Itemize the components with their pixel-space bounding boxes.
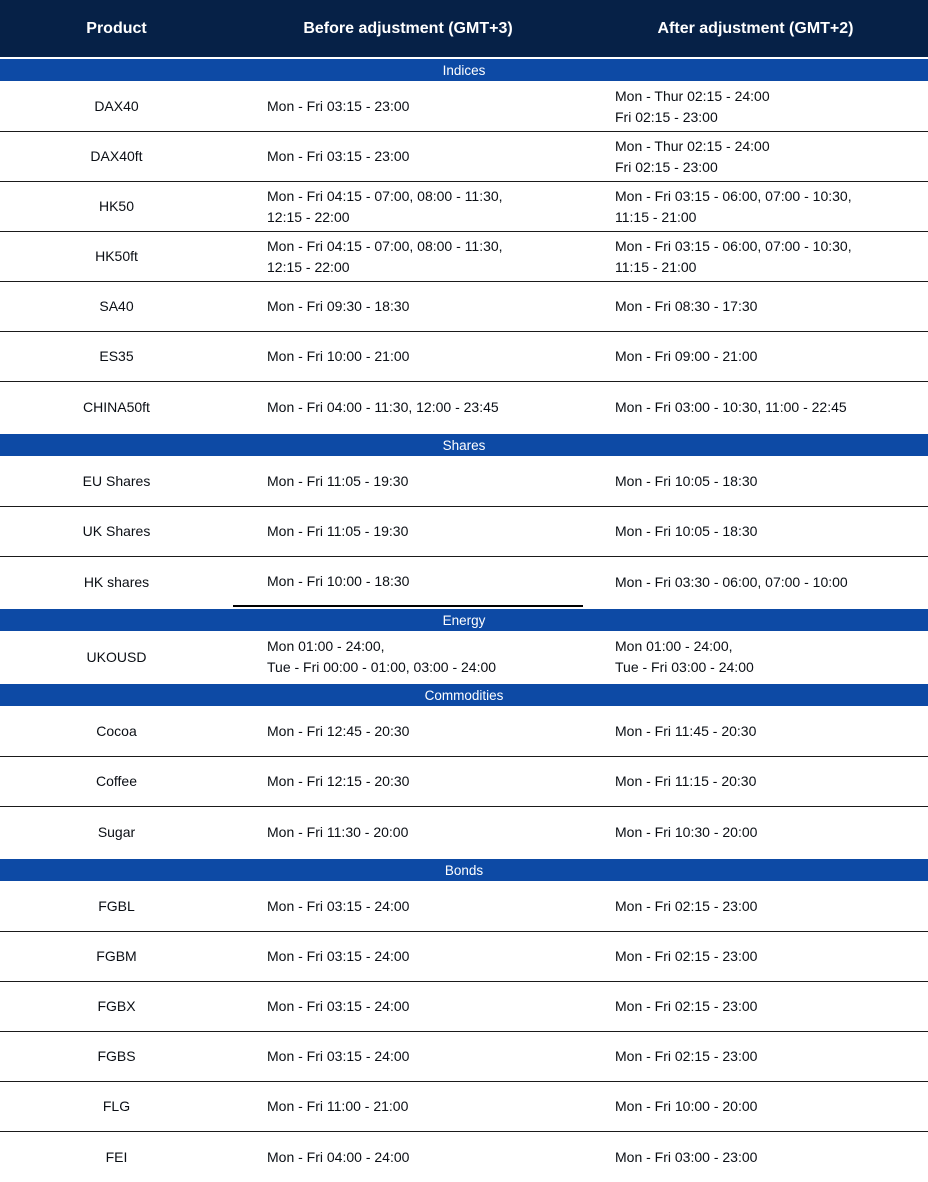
after-hours-cell: Mon - Fri 11:45 - 20:30 — [615, 723, 757, 739]
before-hours-cell: Mon - Fri 03:15 - 24:00 — [267, 898, 410, 914]
table-row: HK50ft Mon - Fri 04:15 - 07:00, 08:00 - 1… — [0, 232, 928, 282]
table-row: SA40 Mon - Fri 09:30 - 18:30 Mon - Fri 08:… — [0, 282, 928, 332]
before-hours-cell: Mon - Fri 03:15 - 24:00 — [267, 948, 410, 964]
product-cell: FEI — [105, 1148, 128, 1165]
before-hours-cell: Mon - Fri 11:00 - 21:00 — [267, 1098, 409, 1114]
product-cell: CHINA50ft — [83, 398, 150, 415]
after-hours-cell: Mon - Fri 08:30 - 17:30 — [615, 298, 758, 314]
table-header-row: Product Before adjustment (GMT+3) After … — [0, 0, 928, 57]
before-hours-cell: Mon - Fri 10:00 - 21:00 — [267, 348, 410, 364]
after-hours-cell: Mon - Fri 03:15 - 06:00, 07:00 - 10:30, … — [615, 237, 852, 275]
product-cell: SA40 — [99, 298, 134, 314]
after-hours-cell: Mon - Fri 10:00 - 20:00 — [615, 1098, 758, 1114]
table-row: UK Shares Mon - Fri 11:05 - 19:30 Mon - Fr… — [0, 507, 928, 557]
table-row: Cocoa Mon - Fri 12:45 - 20:30 Mon - Fri 11… — [0, 707, 928, 757]
product-cell: Coffee — [96, 773, 137, 789]
after-hours-cell: Mon - Fri 10:05 - 18:30 — [615, 523, 758, 539]
before-hours-cell: Mon - Fri 09:30 - 18:30 — [267, 298, 410, 314]
table-row: EU Shares Mon - Fri 11:05 - 19:30 Mon - Fr… — [0, 457, 928, 507]
after-hours-cell: Mon - Thur 02:15 - 24:00 Fri 02:15 - 23:… — [615, 87, 770, 125]
before-hours-cell: Mon - Fri 04:15 - 07:00, 08:00 - 11:30, … — [267, 187, 503, 225]
before-hours-cell: Mon - Fri 04:15 - 07:00, 08:00 - 11:30, … — [267, 237, 503, 275]
product-cell: Sugar — [97, 823, 136, 840]
product-cell: FGBM — [96, 948, 137, 964]
column-header-product: Product — [86, 19, 147, 37]
after-hours-cell: Mon - Fri 10:05 - 18:30 — [615, 473, 758, 489]
after-hours-cell: Mon - Fri 11:15 - 20:30 — [615, 773, 757, 789]
table-row: CHINA50ft Mon - Fri 04:00 - 11:30, 12:00 … — [0, 382, 928, 432]
column-header-after-adjustment: After adjustment (GMT+2) — [657, 19, 854, 37]
table-row: Sugar Mon - Fri 11:30 - 20:00 Mon - Fri 10… — [0, 807, 928, 857]
product-cell: DAX40 — [94, 98, 139, 114]
after-hours-cell: Mon - Fri 03:15 - 06:00, 07:00 - 10:30, … — [615, 187, 852, 225]
after-hours-cell: Mon - Fri 02:15 - 23:00 — [615, 948, 758, 964]
table-row: HK50 Mon - Fri 04:15 - 07:00, 08:00 - 11:… — [0, 182, 928, 232]
product-cell: FLG — [102, 1098, 131, 1114]
before-hours-cell: Mon - Fri 03:15 - 24:00 — [267, 1048, 410, 1064]
before-hours-cell: Mon - Fri 11:30 - 20:00 — [267, 823, 409, 840]
before-hours-cell: Mon - Fri 12:45 - 20:30 — [267, 723, 410, 739]
after-hours-cell: Mon - Fri 02:15 - 23:00 — [615, 898, 758, 914]
after-hours-cell: Mon 01:00 - 24:00, Tue - Fri 03:00 - 24:… — [615, 638, 754, 675]
product-cell: Cocoa — [96, 723, 137, 739]
after-hours-cell: Mon - Fri 03:30 - 06:00, 07:00 - 10:00 — [615, 573, 848, 590]
product-cell: HK50 — [98, 198, 135, 214]
table-row: FGBS Mon - Fri 03:15 - 24:00 Mon - Fri 02:… — [0, 1032, 928, 1082]
table-row: FLG Mon - Fri 11:00 - 21:00 Mon - Fri 10:0… — [0, 1082, 928, 1132]
before-hours-cell: Mon - Fri 03:15 - 23:00 — [267, 98, 410, 114]
product-cell: FGBX — [97, 998, 136, 1014]
after-hours-cell: Mon - Fri 10:30 - 20:00 — [615, 823, 758, 840]
before-hours-cell: Mon - Fri 03:15 - 24:00 — [267, 998, 410, 1014]
product-cell: EU Shares — [82, 473, 151, 489]
table-row: FGBM Mon - Fri 03:15 - 24:00 Mon - Fri 02:… — [0, 932, 928, 982]
after-hours-cell: Mon - Fri 09:00 - 21:00 — [615, 348, 758, 364]
table-row: FGBX Mon - Fri 03:15 - 24:00 Mon - Fri 02:… — [0, 982, 928, 1032]
table-row: FEI Mon - Fri 04:00 - 24:00 Mon - Fri 03:0… — [0, 1132, 928, 1182]
product-cell: UKOUSD — [86, 648, 147, 665]
table-row: UKOUSD Mon 01:00 - 24:00, Tue - Fri 00:00… — [0, 632, 928, 682]
product-cell: DAX40ft — [90, 148, 143, 164]
product-cell: UK Shares — [82, 523, 151, 539]
section-header-indices: Indices — [0, 59, 928, 81]
product-cell: HK shares — [83, 573, 150, 590]
before-hours-cell: Mon 01:00 - 24:00, Tue - Fri 00:00 - 01:… — [267, 638, 497, 675]
after-hours-cell: Mon - Fri 02:15 - 23:00 — [615, 998, 758, 1014]
before-hours-cell: Mon - Fri 11:05 - 19:30 — [267, 523, 409, 539]
before-hours-cell: Mon - Fri 04:00 - 24:00 — [267, 1148, 410, 1165]
table-row: ES35 Mon - Fri 10:00 - 21:00 Mon - Fri 09:… — [0, 332, 928, 382]
section-header-commodities: Commodities — [0, 684, 928, 706]
table-row: DAX40 Mon - Fri 03:15 - 23:00 Mon - Thur 0… — [0, 82, 928, 132]
section-header-bonds: Bonds — [0, 859, 928, 881]
product-cell: FGBS — [97, 1048, 136, 1064]
table-row: DAX40ft Mon - Fri 03:15 - 23:00 Mon - Thur… — [0, 132, 928, 182]
table-body: Indices DAX40 Mon - Fri 03:15 - 23:00 Mon -… — [0, 59, 928, 1182]
product-cell: FGBL — [98, 898, 135, 914]
after-hours-cell: Mon - Thur 02:15 - 24:00 Fri 02:15 - 23:… — [615, 137, 770, 175]
column-header-before-adjustment: Before adjustment (GMT+3) — [303, 19, 513, 37]
before-hours-cell: Mon - Fri 11:05 - 19:30 — [267, 473, 409, 489]
section-header-energy: Energy — [0, 609, 928, 631]
after-hours-cell: Mon - Fri 03:00 - 10:30, 11:00 - 22:45 — [615, 398, 847, 415]
product-cell: ES35 — [99, 348, 134, 364]
table-row: Coffee Mon - Fri 12:15 - 20:30 Mon - Fri 1… — [0, 757, 928, 807]
before-hours-cell: Mon - Fri 10:00 - 18:30 — [233, 557, 583, 607]
table-row: HK shares Mon - Fri 10:00 - 18:30 Mon - Fr… — [0, 557, 928, 607]
after-hours-cell: Mon - Fri 03:00 - 23:00 — [615, 1148, 758, 1165]
after-hours-cell: Mon - Fri 02:15 - 23:00 — [615, 1048, 758, 1064]
before-hours-cell: Mon - Fri 12:15 - 20:30 — [267, 773, 410, 789]
before-hours-cell: Mon - Fri 04:00 - 11:30, 12:00 - 23:45 — [267, 398, 499, 415]
section-header-shares: Shares — [0, 434, 928, 456]
product-cell: HK50ft — [95, 248, 138, 264]
table-row: FGBL Mon - Fri 03:15 - 24:00 Mon - Fri 02:… — [0, 882, 928, 932]
before-hours-cell: Mon - Fri 03:15 - 23:00 — [267, 148, 410, 164]
